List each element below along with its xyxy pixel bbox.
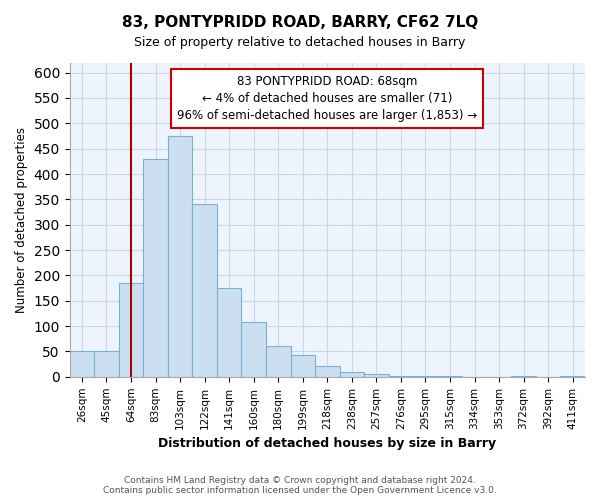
Bar: [560, 376, 585, 377]
Bar: [511, 376, 536, 377]
Y-axis label: Number of detached properties: Number of detached properties: [15, 126, 28, 312]
Text: Size of property relative to detached houses in Barry: Size of property relative to detached ho…: [134, 36, 466, 49]
Bar: [143, 159, 168, 377]
Bar: [70, 352, 94, 377]
Bar: [290, 354, 315, 377]
Bar: [119, 283, 143, 377]
Text: Contains HM Land Registry data © Crown copyright and database right 2024.
Contai: Contains HM Land Registry data © Crown c…: [103, 476, 497, 495]
Bar: [364, 374, 389, 377]
Bar: [438, 376, 462, 377]
Bar: [340, 372, 364, 377]
Bar: [168, 136, 193, 377]
Text: 83 PONTYPRIDD ROAD: 68sqm
← 4% of detached houses are smaller (71)
96% of semi-d: 83 PONTYPRIDD ROAD: 68sqm ← 4% of detach…: [177, 75, 478, 122]
Bar: [94, 352, 119, 377]
Bar: [413, 376, 438, 377]
Bar: [217, 288, 241, 377]
Bar: [315, 366, 340, 377]
Bar: [241, 322, 266, 377]
Bar: [389, 376, 413, 377]
X-axis label: Distribution of detached houses by size in Barry: Distribution of detached houses by size …: [158, 437, 496, 450]
Text: 83, PONTYPRIDD ROAD, BARRY, CF62 7LQ: 83, PONTYPRIDD ROAD, BARRY, CF62 7LQ: [122, 15, 478, 30]
Bar: [266, 346, 290, 377]
Bar: [193, 204, 217, 377]
